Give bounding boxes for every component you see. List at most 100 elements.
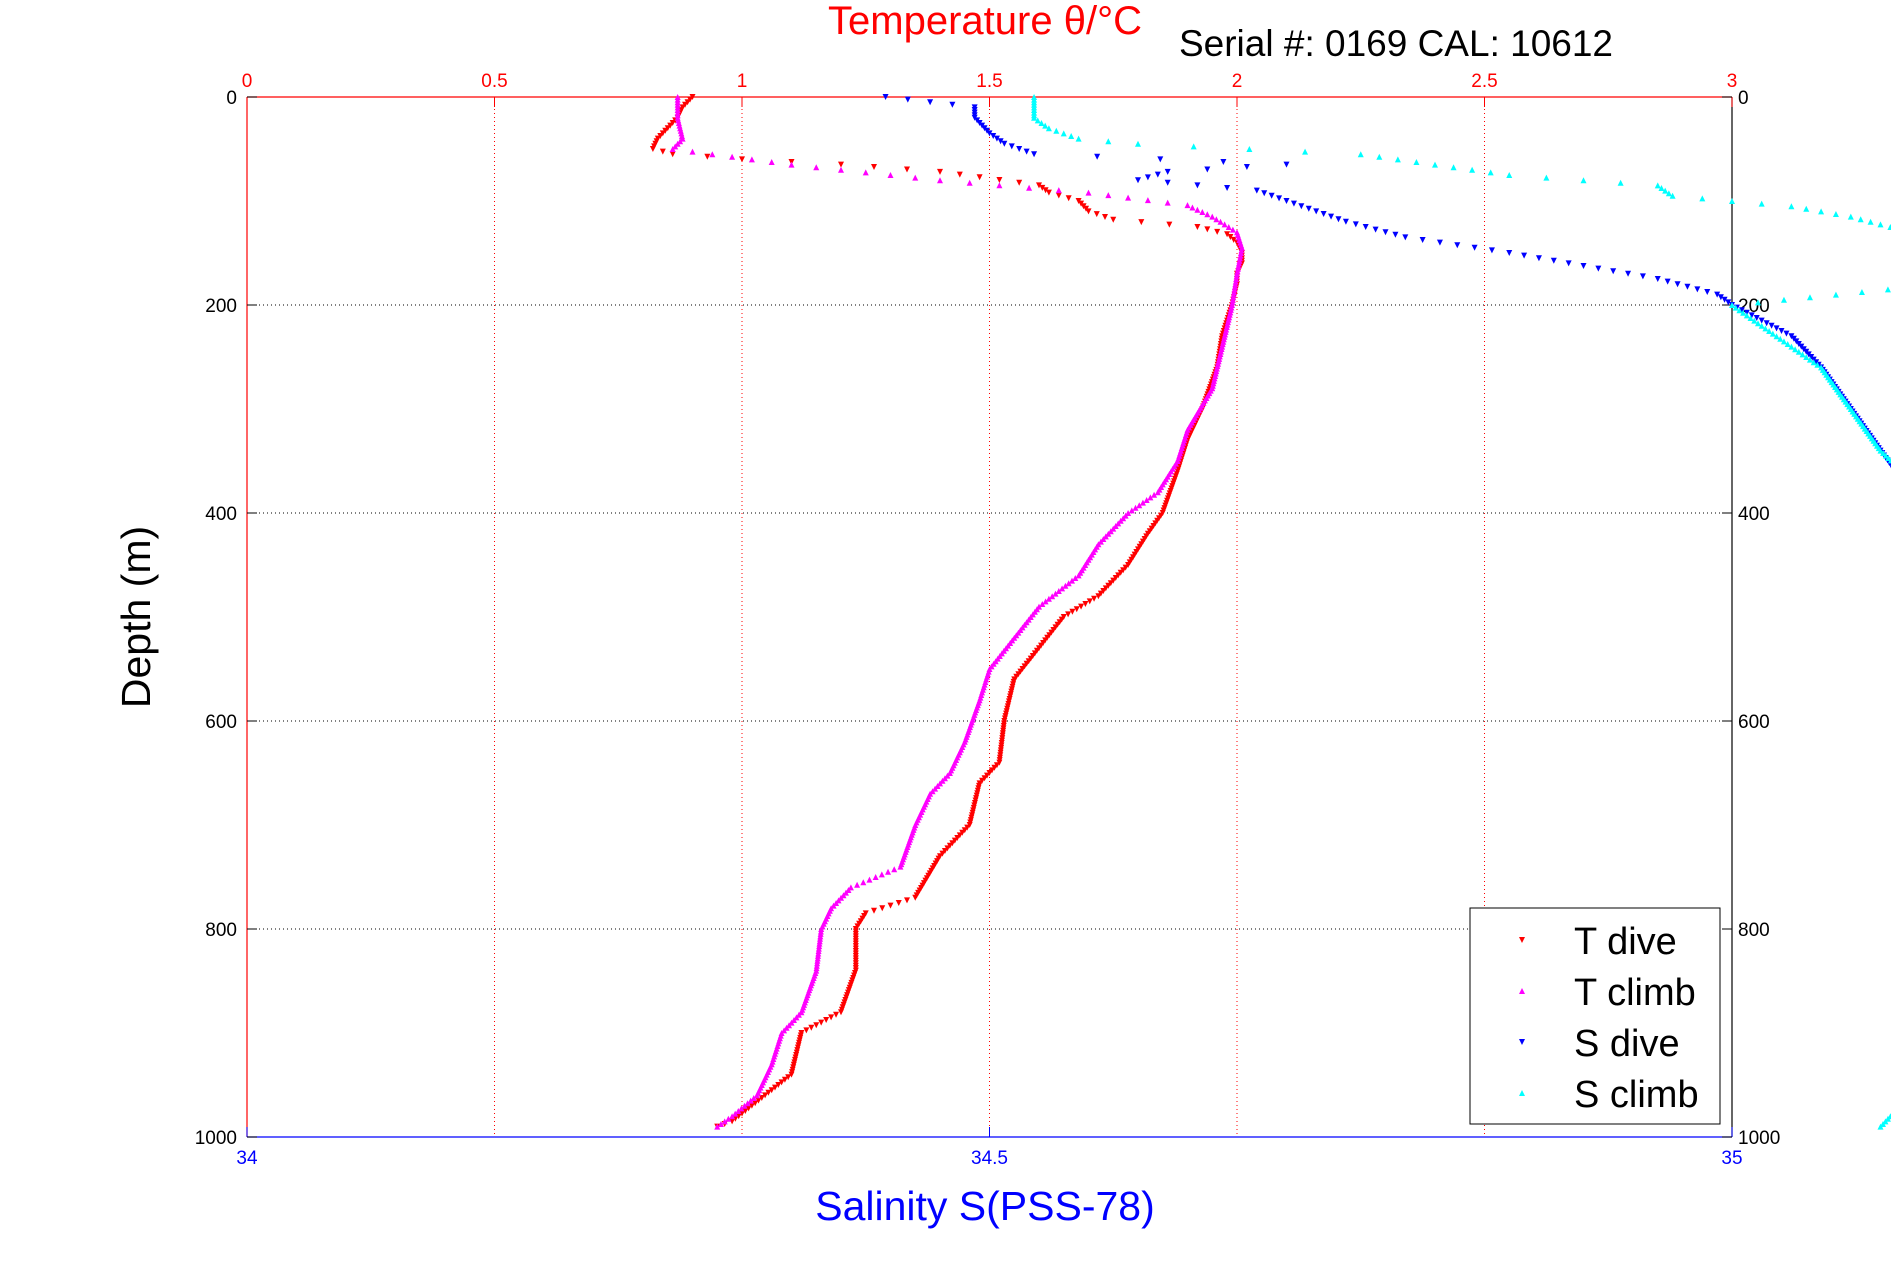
depth-tick-label-left: 200 <box>205 296 237 317</box>
data-point <box>927 99 934 106</box>
data-point <box>1214 228 1221 235</box>
data-point <box>1419 237 1426 243</box>
data-point <box>1065 611 1072 618</box>
data-point <box>1362 224 1369 230</box>
data-point <box>1164 168 1171 175</box>
data-point <box>1062 582 1069 589</box>
data-point <box>1413 159 1420 165</box>
depth-tick-label-right: 800 <box>1738 920 1770 941</box>
data-point <box>744 1100 751 1107</box>
data-point <box>1144 174 1151 181</box>
data-point <box>1806 294 1813 301</box>
data-point <box>1313 208 1320 215</box>
data-point <box>714 1123 721 1130</box>
data-point <box>1230 236 1237 243</box>
salinity-axis-title: Salinity S(PSS-78) <box>815 1183 1155 1229</box>
data-point <box>934 783 941 789</box>
data-point <box>1885 454 1891 461</box>
data-point <box>1125 510 1132 516</box>
data-point <box>1792 346 1799 353</box>
data-point <box>1302 148 1309 155</box>
data-point <box>1740 309 1747 316</box>
data-point <box>788 1019 795 1026</box>
data-point <box>866 876 873 883</box>
data-point <box>929 788 936 795</box>
data-point <box>1234 268 1241 275</box>
data-point <box>798 1009 805 1016</box>
data-point <box>1335 216 1342 223</box>
data-point <box>1049 593 1056 600</box>
data-point <box>1001 140 1008 147</box>
data-point <box>1392 231 1399 238</box>
data-point <box>1042 122 1049 129</box>
data-point <box>1639 273 1646 280</box>
data-point <box>1773 333 1780 340</box>
data-point <box>842 889 849 896</box>
data-point <box>830 902 837 909</box>
data-point <box>817 928 824 935</box>
data-point <box>1880 450 1887 457</box>
data-point <box>937 780 943 787</box>
data-point <box>944 772 951 779</box>
legend-marker <box>1519 988 1525 994</box>
data-point <box>1034 117 1041 124</box>
data-point <box>872 874 879 880</box>
data-point <box>1814 361 1821 368</box>
data-point <box>1882 1118 1889 1125</box>
data-point <box>1045 189 1052 196</box>
data-point <box>1832 291 1839 298</box>
data-point <box>790 1017 797 1023</box>
data-point <box>1189 204 1196 211</box>
data-point <box>833 900 840 906</box>
data-point <box>689 148 696 155</box>
data-point <box>729 1113 736 1120</box>
data-point <box>1654 182 1661 189</box>
data-point <box>1144 197 1151 204</box>
data-point <box>1135 140 1141 147</box>
data-point <box>768 159 775 165</box>
data-point <box>1023 148 1030 155</box>
data-point <box>1082 601 1089 607</box>
data-point <box>1290 200 1297 207</box>
data-point <box>941 775 948 782</box>
data-point <box>1233 276 1240 282</box>
data-point <box>997 138 1004 145</box>
data-point <box>1235 260 1242 267</box>
data-point <box>1276 195 1283 202</box>
data-point <box>1213 216 1220 223</box>
data-point <box>1075 572 1082 579</box>
data-point <box>1085 189 1092 196</box>
depth-tick-label-right: 600 <box>1738 712 1770 733</box>
data-point <box>949 101 956 108</box>
data-point <box>1783 330 1790 337</box>
depth-tick-label-left: 400 <box>205 504 237 525</box>
depth-tick-label-right: 0 <box>1738 88 1749 109</box>
data-point <box>677 138 684 145</box>
data-point <box>1166 221 1173 228</box>
data-point <box>1694 286 1701 293</box>
data-point <box>748 1102 755 1109</box>
data-point <box>1204 211 1211 218</box>
data-point <box>1220 159 1227 165</box>
temperature-tick-label: 2 <box>1232 71 1243 92</box>
data-point <box>1748 312 1755 319</box>
data-point <box>753 1092 760 1099</box>
depth-tick-label-right: 1000 <box>1738 1128 1780 1149</box>
data-point <box>735 1108 742 1114</box>
data-point <box>814 957 821 964</box>
data-point <box>1382 229 1389 236</box>
data-point <box>1042 187 1049 194</box>
data-point <box>1268 192 1275 199</box>
data-point <box>1060 130 1067 137</box>
data-point <box>786 1022 793 1029</box>
data-point <box>795 1011 802 1018</box>
data-point <box>1065 195 1072 202</box>
legend-label: T dive <box>1574 921 1677 963</box>
legend-box <box>1469 907 1721 1125</box>
data-point <box>1091 595 1098 602</box>
data-point <box>721 1118 728 1125</box>
data-point <box>1784 341 1791 347</box>
data-point <box>1139 499 1146 506</box>
data-point <box>1237 252 1244 259</box>
